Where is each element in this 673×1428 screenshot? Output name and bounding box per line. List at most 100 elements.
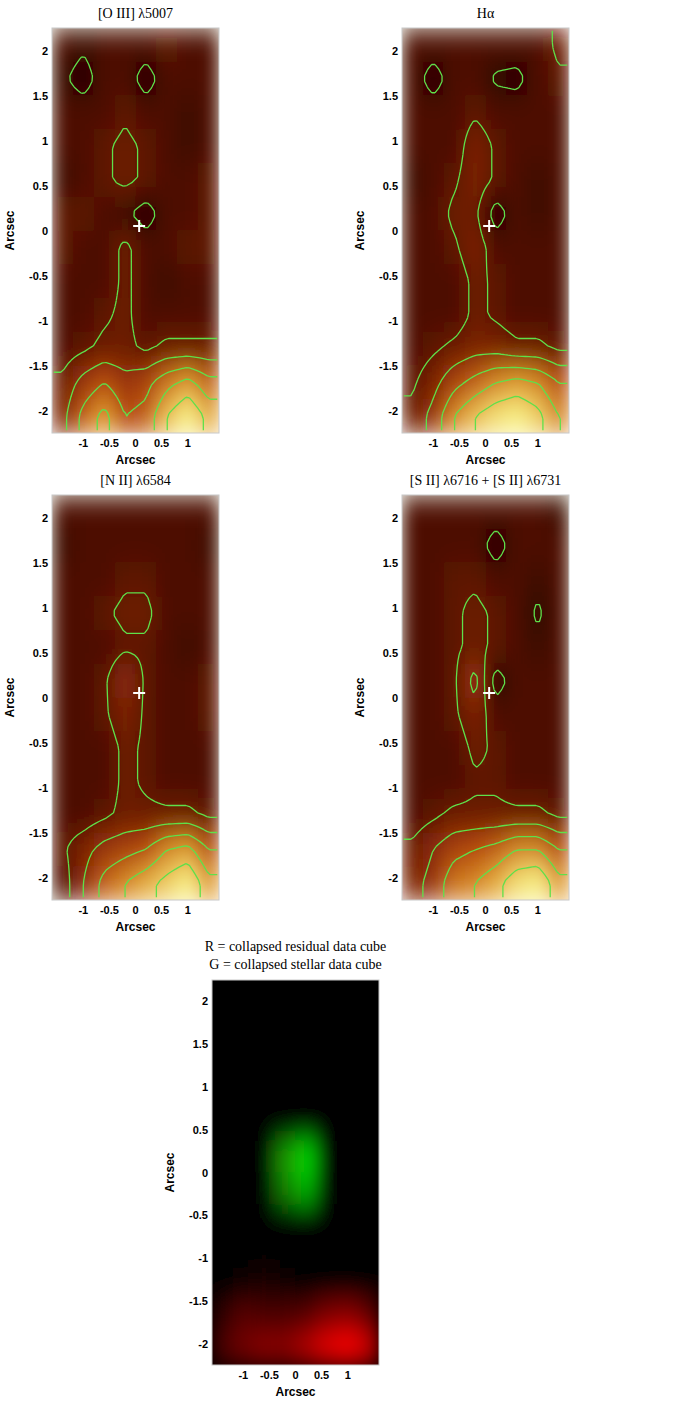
cell xyxy=(275,1012,296,1045)
x-tick-label: 1 xyxy=(535,437,541,449)
cell xyxy=(486,495,507,529)
cell xyxy=(358,1269,379,1302)
cell xyxy=(527,231,548,265)
x-tick-label: 1 xyxy=(345,1369,351,1381)
cell xyxy=(275,1140,296,1173)
cell xyxy=(177,765,198,799)
cell xyxy=(548,28,569,62)
cell xyxy=(73,96,94,130)
cell xyxy=(423,129,444,163)
cell xyxy=(275,1076,296,1109)
contours xyxy=(404,532,568,898)
cell xyxy=(423,664,444,698)
cell xyxy=(506,765,527,799)
cell xyxy=(275,1205,296,1238)
cell xyxy=(486,833,507,867)
x-axis-title: Arcsec xyxy=(115,453,155,467)
y-tick-label: -1.5 xyxy=(189,1295,208,1307)
x-tick-label: -0.5 xyxy=(260,1369,279,1381)
y-tick-label: 1.5 xyxy=(383,90,398,102)
cell xyxy=(275,1173,296,1206)
cell xyxy=(527,529,548,563)
cell xyxy=(423,698,444,732)
cell xyxy=(275,1140,296,1173)
cell xyxy=(212,1301,233,1334)
cell xyxy=(233,1333,254,1365)
cell xyxy=(94,529,115,563)
x-tick-label: 1 xyxy=(185,904,191,916)
cell xyxy=(115,596,136,630)
cell xyxy=(212,1108,233,1141)
cell xyxy=(198,366,219,400)
contour xyxy=(487,532,541,695)
cell xyxy=(548,630,569,664)
cell xyxy=(73,664,94,698)
cell xyxy=(52,495,73,529)
cell xyxy=(358,1044,379,1077)
cell xyxy=(94,197,115,231)
panel-title: [O III] λ5007 xyxy=(98,6,173,21)
cell xyxy=(506,163,527,197)
cell xyxy=(275,1237,296,1270)
x-tick-label: 1 xyxy=(185,437,191,449)
cell xyxy=(527,765,548,799)
y-tick-label: 1 xyxy=(202,1081,208,1093)
panel: Hα-1-0.500.51-2-1.5-1-0.500.511.52Arcsec… xyxy=(353,6,570,467)
cell xyxy=(94,563,115,597)
cross-v xyxy=(488,687,490,699)
cell xyxy=(465,698,486,732)
cell xyxy=(177,197,198,231)
cell xyxy=(316,1108,337,1141)
contour xyxy=(423,672,567,897)
cell xyxy=(444,529,465,563)
cell xyxy=(136,495,157,529)
cell xyxy=(486,731,507,765)
cell xyxy=(506,264,527,298)
cross-marker xyxy=(483,687,495,699)
cell xyxy=(254,1301,275,1334)
cell xyxy=(486,231,507,265)
contour xyxy=(455,379,561,430)
cell xyxy=(52,264,73,298)
cell xyxy=(527,698,548,732)
y-tick-label: 0.5 xyxy=(33,647,48,659)
y-tick-label: -0.5 xyxy=(379,270,398,282)
y-tick-label: 2 xyxy=(392,45,398,57)
plot-frame xyxy=(212,980,379,1365)
cell xyxy=(212,1076,233,1109)
cell xyxy=(136,28,157,62)
contours xyxy=(67,593,217,897)
cell xyxy=(136,563,157,597)
cell xyxy=(296,1301,317,1334)
cell xyxy=(177,799,198,833)
cell xyxy=(402,332,423,366)
cell xyxy=(275,1205,296,1238)
cell xyxy=(402,698,423,732)
cell xyxy=(527,96,548,130)
cell xyxy=(254,1076,275,1109)
cell xyxy=(337,1173,358,1206)
y-axis-title: Arcsec xyxy=(163,1152,177,1192)
cell xyxy=(337,980,358,1013)
cell xyxy=(156,731,177,765)
contour xyxy=(83,823,217,897)
cell xyxy=(254,1044,275,1077)
plot-frame xyxy=(52,28,219,433)
cell xyxy=(115,630,136,664)
cell xyxy=(177,163,198,197)
contour xyxy=(442,367,568,430)
cell xyxy=(358,1333,379,1365)
y-tick-label: -2 xyxy=(388,405,398,417)
cell xyxy=(94,630,115,664)
cell xyxy=(198,399,219,433)
panel: [N II] λ6584-1-0.500.51-2-1.5-1-0.500.51… xyxy=(3,473,220,934)
cell xyxy=(254,1076,275,1109)
cell xyxy=(275,980,296,1013)
panel: [O III] λ5007-1-0.500.51-2-1.5-1-0.500.5… xyxy=(3,6,220,467)
cell xyxy=(548,698,569,732)
cell xyxy=(548,529,569,563)
cross-v xyxy=(488,220,490,232)
cell xyxy=(337,1076,358,1109)
image xyxy=(402,495,569,900)
cell xyxy=(198,563,219,597)
